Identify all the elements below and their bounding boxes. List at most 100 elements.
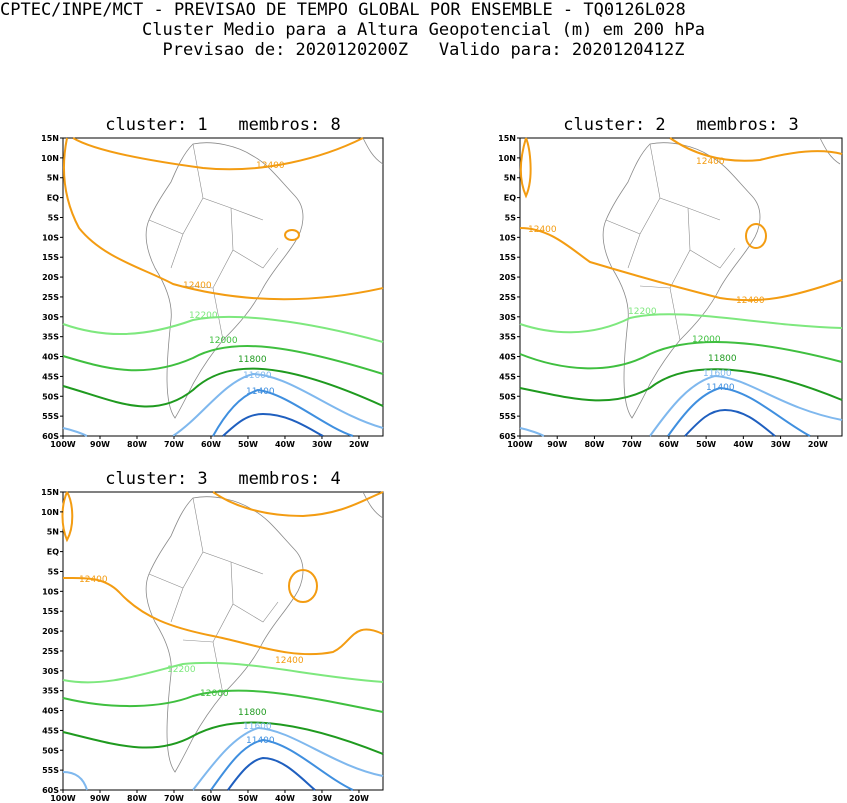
lat-tick-label: 45S xyxy=(42,372,59,381)
contour-12200 xyxy=(62,316,384,343)
contour-12400-north xyxy=(72,137,364,171)
contour-label: 11800 xyxy=(238,708,267,718)
contour-12400-mid xyxy=(62,576,384,656)
contour-label: 12400 xyxy=(79,575,108,585)
lat-tick-label: 5N xyxy=(504,174,516,183)
contour-12400-north xyxy=(669,137,843,162)
map-frame xyxy=(62,491,384,791)
contour-label: 11600 xyxy=(703,369,732,379)
lon-tick-label: 80W xyxy=(127,794,147,803)
lat-tick-label: 10S xyxy=(499,233,516,242)
lat-tick-label: 45S xyxy=(499,372,516,381)
lon-tick-label: 70W xyxy=(622,440,642,449)
contour-label: 12400 xyxy=(528,225,557,235)
country-border xyxy=(182,207,234,289)
lat-tick-label: 55S xyxy=(42,766,59,775)
coastline xyxy=(145,142,304,419)
contour-12200 xyxy=(62,661,384,684)
lon-tick-label: 70W xyxy=(164,440,184,449)
lat-tick-label: 15S xyxy=(42,253,59,262)
lon-tick-label: 90W xyxy=(90,440,110,449)
country-border xyxy=(148,219,184,235)
contour-label: 11400 xyxy=(246,736,275,746)
lat-tick-label: 40S xyxy=(42,353,59,362)
lat-tick-label: 15N xyxy=(498,134,516,143)
contour-12200 xyxy=(519,313,843,334)
lat-tick-label: 30S xyxy=(499,313,516,322)
lat-tick-label: 5N xyxy=(47,174,59,183)
lat-tick-label: 10N xyxy=(41,508,59,517)
contour-12400-closed xyxy=(745,223,767,249)
africa-coastline xyxy=(362,137,384,165)
panel-2-title: cluster: 2 membros: 3 xyxy=(563,115,799,135)
contour-12400-closed xyxy=(288,569,318,603)
lon-tick-label: 50W xyxy=(238,794,258,803)
contour-11600 xyxy=(172,372,384,437)
contour-label: 12400 xyxy=(256,161,285,171)
contour-11800 xyxy=(519,368,843,402)
lon-tick-label: 60W xyxy=(659,440,679,449)
lat-tick-label: 15S xyxy=(499,253,516,262)
lat-tick-label: EQ xyxy=(504,194,516,203)
contour-label: 12200 xyxy=(189,311,218,321)
contour-label: 11600 xyxy=(243,371,272,381)
africa-coastline xyxy=(362,491,384,519)
lon-tick-label: 30W xyxy=(312,440,332,449)
lon-tick-label: 50W xyxy=(696,440,716,449)
lat-tick-label: 10N xyxy=(498,154,516,163)
lat-tick-label: 5S xyxy=(48,567,60,576)
country-border xyxy=(212,641,224,695)
contour-11200 xyxy=(222,412,324,437)
country-border xyxy=(170,197,204,269)
contour-11200 xyxy=(684,408,776,437)
lat-tick-label: EQ xyxy=(47,194,59,203)
lat-tick-label: 50S xyxy=(42,746,59,755)
map-frame xyxy=(519,137,843,437)
lon-tick-label: 40W xyxy=(733,440,753,449)
contour-11600-corner xyxy=(519,427,545,437)
lat-tick-label: 15N xyxy=(41,134,59,143)
lat-tick-label: 5N xyxy=(47,528,59,537)
lat-tick-label: 35S xyxy=(42,687,59,696)
contour-11600-corner xyxy=(62,427,88,437)
contour-12400-north xyxy=(212,491,384,518)
contour-12400-west xyxy=(61,491,74,543)
lat-tick-label: 60S xyxy=(42,432,59,441)
coastline xyxy=(145,496,304,773)
south-america-outline xyxy=(145,491,384,773)
lat-tick-label: EQ xyxy=(47,548,59,557)
contour-label: 12200 xyxy=(628,307,657,317)
lon-tick-label: 20W xyxy=(349,794,369,803)
contour-label: 11400 xyxy=(706,383,735,393)
map-panel-3: 12400 12400 12200 12000 11800 11600 1140… xyxy=(41,488,384,803)
lat-tick-label: 10S xyxy=(42,587,59,596)
lon-tick-label: 80W xyxy=(584,440,604,449)
country-border xyxy=(192,497,264,575)
country-border xyxy=(649,143,721,221)
lon-tick-label: 20W xyxy=(808,440,828,449)
contour-label: 11600 xyxy=(243,722,272,732)
lon-tick-label: 70W xyxy=(164,794,184,803)
lon-tick-label: 90W xyxy=(90,794,110,803)
contour-12400-closed xyxy=(284,229,300,241)
lat-tick-label: 45S xyxy=(42,726,59,735)
lon-tick-label: 50W xyxy=(238,440,258,449)
south-america-outline xyxy=(145,137,384,419)
contour-12400-west xyxy=(519,137,532,199)
lat-tick-label: 25S xyxy=(42,647,59,656)
contour-11800 xyxy=(62,367,384,408)
lat-tick-label: 55S xyxy=(42,412,59,421)
lat-tick-label: 20S xyxy=(499,273,516,282)
lat-tick-label: 25S xyxy=(42,293,59,302)
map-panel-1: 12400 12400 12200 12000 11800 11600 1140… xyxy=(41,134,384,449)
contour-11800 xyxy=(62,721,384,755)
lat-tick-label: 55S xyxy=(499,412,516,421)
coastline xyxy=(602,142,761,419)
country-border xyxy=(689,247,736,269)
contour-label: 11800 xyxy=(238,355,267,365)
lat-tick-label: 20S xyxy=(42,627,59,636)
contour-11600 xyxy=(192,726,384,791)
country-border xyxy=(212,287,224,341)
lon-tick-label: 100W xyxy=(50,440,76,449)
lat-tick-label: 10N xyxy=(41,154,59,163)
